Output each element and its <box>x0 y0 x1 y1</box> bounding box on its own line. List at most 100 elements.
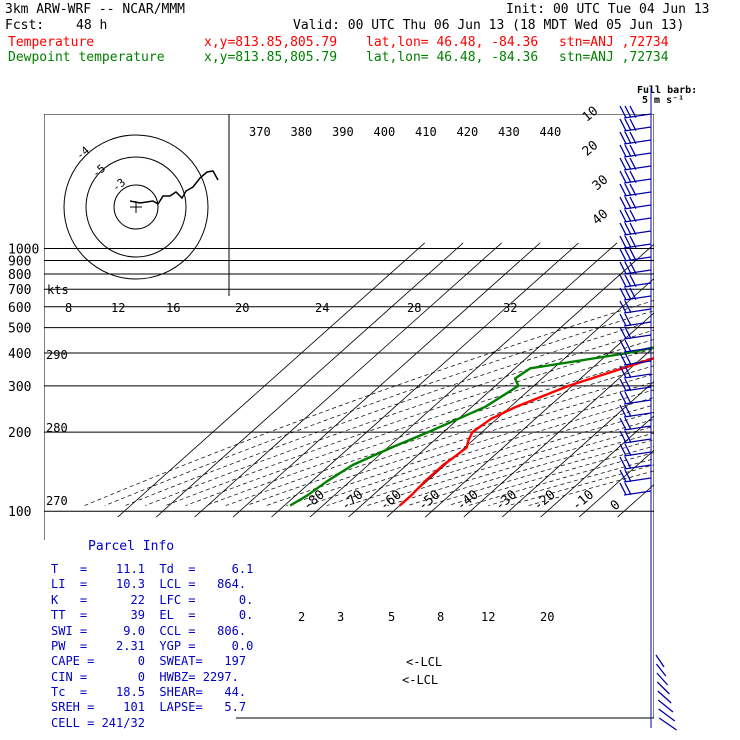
isotherm-line <box>117 242 425 518</box>
wind-barb <box>619 274 652 288</box>
profile-layer <box>289 346 654 507</box>
isotherm-line <box>617 483 654 518</box>
pressure-tick-label: 900 <box>8 255 31 270</box>
isotherm-line <box>694 243 740 517</box>
isotherm-line <box>733 243 740 517</box>
isotherm-line <box>348 243 654 518</box>
wind-barb <box>619 144 652 158</box>
parcel-row: Tc = 18.5 SHEAR= 44. <box>51 685 247 699</box>
pressure-tick-label: 800 <box>8 268 31 283</box>
forecast-hours: 48 h <box>76 18 108 33</box>
mixing-ratio-tick-label: 20 <box>540 610 554 624</box>
hodograph-ring-label: -3 <box>110 176 129 194</box>
isotherm-line <box>155 242 464 518</box>
wind-barb <box>658 717 677 731</box>
hodograph-ring <box>113 184 159 230</box>
pressure-tick-label: 300 <box>8 380 31 395</box>
parcel-row: K = 22 LFC = 0. <box>51 593 254 607</box>
mixing-ratio-tick-label: 12 <box>481 610 495 624</box>
hodograph-direction-label: 280 <box>46 421 68 435</box>
isotherm-line <box>271 242 579 518</box>
isotherm-line <box>194 242 502 518</box>
wind-barb <box>656 681 670 695</box>
isotherm-tick-label: 10 <box>580 104 602 126</box>
hodograph-trace <box>129 170 219 206</box>
lcl-label: <-LCL <box>406 655 442 669</box>
theta-tick-label: 400 <box>374 125 396 139</box>
dewpoint-legend: Dewpoint temperature <box>8 50 165 65</box>
hodograph-speed-label: 12 <box>111 301 125 315</box>
barb-legend: Full barb: <box>637 85 697 96</box>
wind-barb <box>658 708 676 722</box>
dry-adiabat <box>84 299 654 506</box>
wind-barb <box>619 313 652 327</box>
pressure-tick-label: 600 <box>8 301 31 316</box>
dry-adiabat <box>245 373 654 506</box>
wind-barb <box>619 339 652 353</box>
hodograph-ring <box>63 134 209 280</box>
pressure-tick-label: 400 <box>8 347 31 362</box>
wind-barb <box>657 699 674 713</box>
wind-barb <box>619 248 652 262</box>
isotherm-line <box>578 449 654 518</box>
hodograph: -3-5-4 kts 8 12 16 20 24 28 32 290 280 270 <box>46 114 517 508</box>
isotherm-tick-label: -20 <box>531 487 559 514</box>
pressure-tick-label: 700 <box>8 283 31 298</box>
wind-barb <box>619 469 652 483</box>
init-time: Init: 00 UTC Tue 04 Jun 13 <box>506 2 710 17</box>
temperature-legend: Temperature <box>8 35 95 50</box>
wind-barb <box>619 131 652 145</box>
wind-barb <box>619 261 652 275</box>
isotherm-tick-label: 40 <box>590 207 612 229</box>
dry-adiabat <box>488 458 654 506</box>
hodograph-ring-label: -4 <box>74 144 93 163</box>
theta-tick-label: 370 <box>249 125 271 139</box>
hodograph-speed-label: 16 <box>166 301 180 315</box>
wind-barb <box>655 654 665 668</box>
theta-tick-label: 420 <box>457 125 479 139</box>
parcel-row: LI = 10.3 LCL = 864. <box>51 577 247 591</box>
isotherm-line <box>463 346 654 518</box>
dry-adiabat <box>185 348 654 506</box>
dry-adiabat <box>165 339 654 506</box>
theta-tick-label: 380 <box>291 125 313 139</box>
temperature-station: stn=ANJ ,72734 <box>559 35 669 50</box>
lcl-label: <-LCL <box>402 673 438 687</box>
barb-legend-unit: 5 m s⁻¹ <box>642 95 684 106</box>
valid-time: Valid: 00 UTC Thu 06 Jun 13 (18 MDT Wed … <box>293 18 685 33</box>
wind-barb <box>619 170 652 184</box>
wind-barb <box>657 690 672 704</box>
kts-label: kts <box>47 283 69 297</box>
grid-layer <box>44 114 740 719</box>
wind-barb <box>619 196 652 210</box>
wind-barb <box>619 287 652 301</box>
plot-frame <box>44 114 654 719</box>
theta-tick-label: 440 <box>540 125 562 139</box>
wind-barb <box>619 456 652 470</box>
parcel-row: CELL = 241/32 <box>51 716 145 730</box>
hodograph-ring <box>85 156 187 258</box>
wind-barb <box>619 443 652 457</box>
dewpoint-xy: x,y=813.85,805.79 <box>204 50 338 65</box>
dry-adiabat <box>427 439 654 506</box>
wind-barbs: Full barb:5 m s⁻¹ <box>619 85 697 731</box>
parcel-row: SREH = 101 LAPSE= 5.7 <box>51 700 247 714</box>
wind-barb <box>619 235 652 249</box>
dry-adiabat <box>205 356 654 506</box>
wind-barb <box>619 105 652 119</box>
isotherm-line <box>309 242 618 518</box>
wind-barb <box>619 209 652 223</box>
pressure-tick-label: 500 <box>8 322 31 337</box>
hodograph-speed-label: 32 <box>503 301 517 315</box>
pressure-tick-label: 200 <box>8 426 31 441</box>
isotherm-line <box>656 243 740 517</box>
wind-barb <box>619 391 652 405</box>
dry-adiabat <box>104 310 654 506</box>
hodograph-speed-label: 20 <box>235 301 249 315</box>
parcel-info-panel <box>40 540 236 728</box>
dry-adiabat <box>367 418 654 506</box>
pressure-tick-label: 1000 <box>8 243 39 258</box>
parcel-row: CIN = 0 HWBZ= 2297. <box>51 670 239 684</box>
hodograph-ring-label: -5 <box>90 162 109 180</box>
